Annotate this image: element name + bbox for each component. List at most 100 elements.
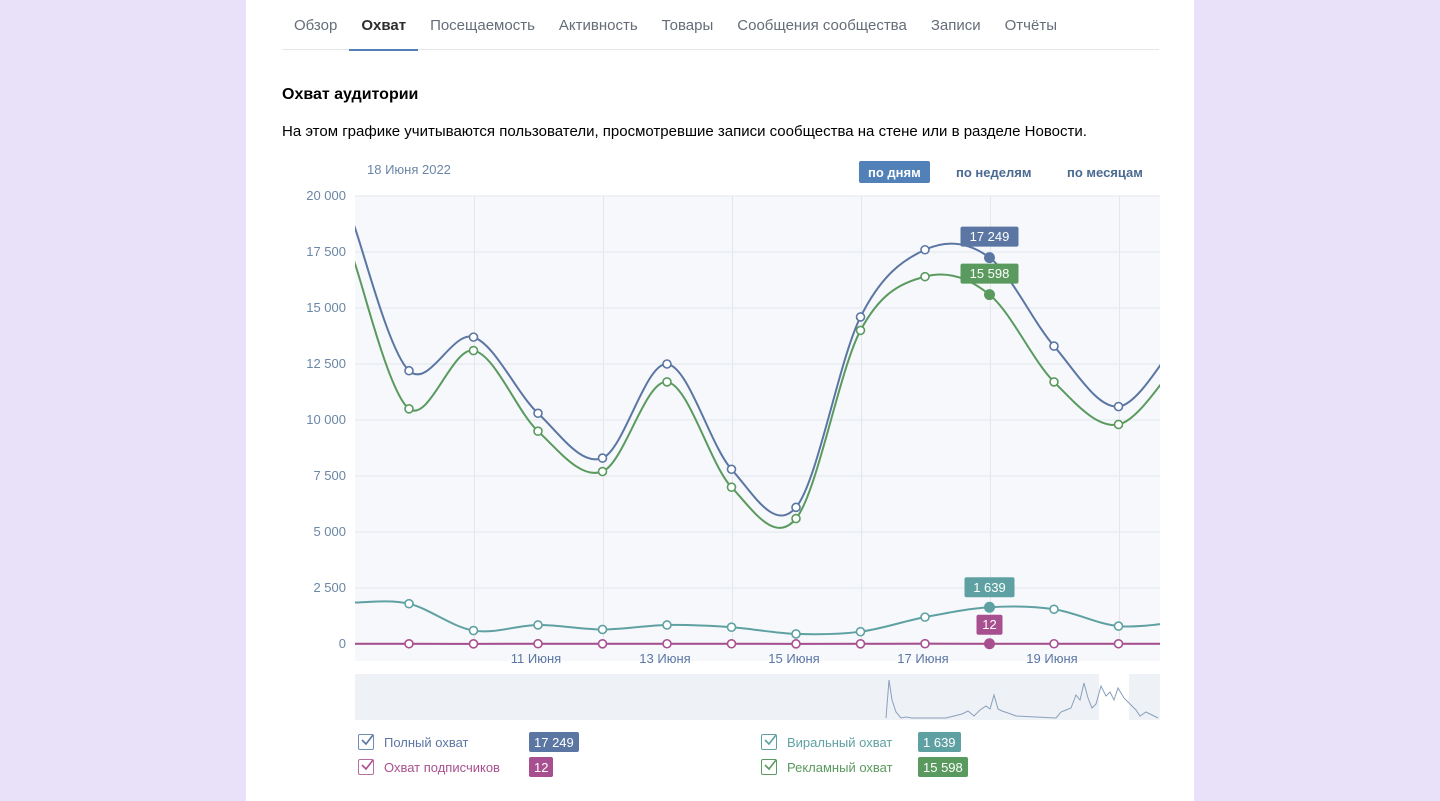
data-point[interactable] [597,466,608,477]
data-point[interactable] [468,332,479,342]
data-point[interactable] [597,624,608,635]
checkbox-ads-reach[interactable] [761,759,777,775]
data-point[interactable] [468,345,479,356]
legend-label-ads-reach: Рекламный охват [787,759,893,775]
data-point-highlight[interactable] [984,289,995,301]
reach-line-chart[interactable]: 0 2 500 5 000 7 500 10 000 12 500 15 000 17 500… [246,180,1194,725]
tab-attendance[interactable]: Посещаемость [430,16,535,34]
data-point[interactable] [726,638,737,649]
data-point-highlight[interactable] [984,638,995,650]
data-point[interactable] [1049,341,1059,351]
checkbox-full-reach[interactable] [358,734,374,750]
legend-value-ads-reach: 15 598 [918,757,968,777]
checkbox-viral-reach[interactable] [761,734,777,750]
legend-item-ads-reach[interactable]: Рекламный охват [761,756,893,778]
checkmark-icon [764,734,777,746]
x-tick-label: 19 Июня [1026,651,1077,666]
tooltip-bg [960,263,1019,284]
checkbox-subscribers-reach[interactable] [358,759,374,775]
y-tick-label: 5 000 [313,524,346,539]
data-point[interactable] [468,639,479,649]
data-point[interactable] [855,626,866,637]
period-by-weeks-button[interactable]: по неделям [956,164,1032,180]
data-point[interactable] [920,244,930,255]
tooltip-full: 17 249 [960,226,1019,247]
legend-item-subscribers-reach[interactable]: Охват подписчиков [358,756,500,778]
tooltip-bg [976,614,1003,635]
data-point[interactable] [920,612,930,622]
tab-activity[interactable]: Активность [558,16,638,34]
x-tick-label: 17 Июня [897,651,948,666]
tab-reports[interactable]: Отчёты [1004,16,1057,34]
legend-value-subscribers-reach: 12 [529,757,554,777]
data-point[interactable] [791,513,801,524]
data-point-highlight[interactable] [984,252,995,264]
data-point[interactable] [1113,621,1124,631]
data-point[interactable] [662,638,672,649]
navigator-background [355,674,1160,720]
chart-navigator[interactable] [355,674,1160,720]
data-point[interactable] [597,453,608,463]
tab-overview[interactable]: Обзор [294,16,338,34]
data-point[interactable] [597,638,608,649]
data-point[interactable] [404,365,414,376]
data-point[interactable] [533,408,543,419]
legend-item-full-reach[interactable]: Полный охват [358,731,469,753]
legend-label-subscribers-reach: Охват подписчиков [384,759,500,775]
y-tick-label: 17 500 [306,244,346,259]
data-point[interactable] [404,404,414,414]
data-point[interactable] [1049,638,1059,649]
data-point[interactable] [855,312,866,322]
data-point[interactable] [855,638,866,649]
data-point[interactable] [468,625,479,636]
data-point-highlight[interactable] [984,601,995,613]
series-line-full [355,224,1160,517]
data-point[interactable] [404,598,414,609]
data-point[interactable] [726,622,737,633]
data-point[interactable] [533,620,543,630]
tab-goods[interactable]: Товары [661,16,714,34]
tooltip-label: 1 639 [973,580,1006,595]
data-point[interactable] [533,638,543,649]
tooltip-viral: 1 639 [964,577,1015,598]
y-tick-label: 12 500 [306,356,346,371]
plot-area [355,196,1160,661]
tooltip-bg [960,226,1019,247]
section-title: Охват аудитории [282,86,419,103]
data-point[interactable] [1113,401,1124,412]
data-point[interactable] [855,325,866,336]
data-point[interactable] [662,377,672,387]
tooltip-label: 17 249 [970,229,1010,244]
y-tick-label: 20 000 [306,188,346,203]
navigator-window[interactable] [1099,674,1129,720]
data-point[interactable] [791,629,801,639]
data-point[interactable] [662,359,672,369]
legend-label-viral-reach: Виральный охват [787,734,893,750]
period-by-days-button[interactable]: по дням [859,161,930,183]
checkmark-icon [361,734,374,746]
data-point[interactable] [1049,604,1059,615]
tab-posts[interactable]: Записи [930,16,981,34]
data-point[interactable] [533,426,543,436]
data-point[interactable] [1113,419,1124,430]
data-point[interactable] [920,271,930,282]
data-point[interactable] [791,502,801,513]
legend-item-viral-reach[interactable]: Виральный охват [761,731,892,753]
y-tick-label: 15 000 [306,300,346,315]
tooltip-subscribers: 12 [976,614,1003,635]
data-point[interactable] [791,639,801,649]
data-point[interactable] [1049,377,1059,387]
data-point[interactable] [662,620,672,630]
data-point[interactable] [1113,638,1124,649]
y-tick-label: 2 500 [313,580,346,595]
period-by-months-button[interactable]: по месяцам [1067,164,1143,180]
tab-reach[interactable]: Охват [349,0,418,51]
data-point[interactable] [726,464,737,475]
data-point[interactable] [726,482,737,493]
legend-value-viral-reach: 1 639 [918,732,961,752]
data-point[interactable] [920,638,930,649]
y-tick-label: 10 000 [306,412,346,427]
x-tick-label: 13 Июня [639,651,690,666]
data-point[interactable] [404,638,414,649]
tab-community-messages[interactable]: Сообщения сообщества [737,16,907,34]
